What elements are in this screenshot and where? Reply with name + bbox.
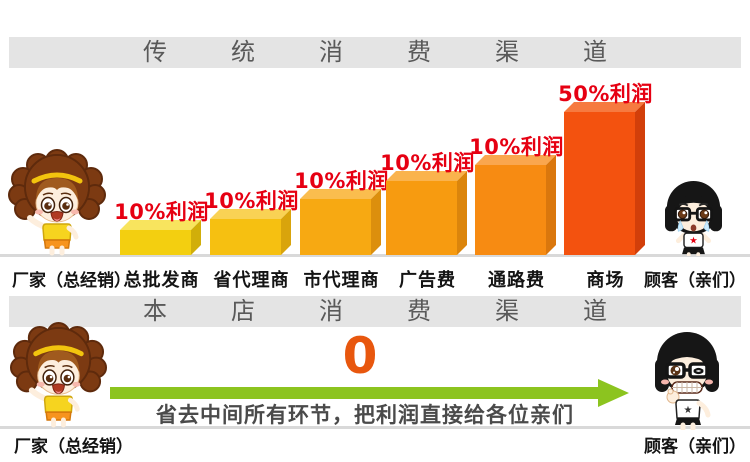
top-ground-line bbox=[0, 254, 750, 257]
svg-text:★: ★ bbox=[684, 405, 693, 416]
bar-front-face bbox=[475, 165, 546, 255]
bar-front-face bbox=[386, 181, 457, 255]
category-label-3: 市代理商 bbox=[303, 270, 380, 291]
bar-top-face bbox=[120, 220, 201, 230]
curly-girl-icon bbox=[8, 149, 106, 256]
traditional-channel-title: 传统消费渠道 bbox=[143, 38, 671, 66]
bar-side-face bbox=[457, 171, 467, 255]
profit-label-6: 50%利润 bbox=[558, 82, 653, 106]
bar-side-face bbox=[371, 189, 381, 255]
profit-label-1: 10%利润 bbox=[114, 200, 209, 224]
factory-label-top: 厂家（总经销） bbox=[12, 271, 131, 291]
traditional-channel-banner: 传统消费渠道 bbox=[9, 37, 741, 68]
profit-label-2: 10%利润 bbox=[204, 189, 299, 213]
bar-top-face bbox=[300, 189, 381, 199]
category-label-2: 省代理商 bbox=[213, 270, 290, 291]
bar-3 bbox=[300, 189, 381, 255]
zero-profit-value: 0 bbox=[342, 327, 378, 385]
bottom-ground-line bbox=[0, 426, 750, 429]
bar-2 bbox=[210, 209, 291, 255]
bar-4 bbox=[386, 171, 467, 255]
category-label-5: 通路费 bbox=[488, 270, 545, 291]
bar-6 bbox=[564, 102, 645, 255]
bar-1 bbox=[120, 220, 201, 255]
factory-label-bottom: 厂家（总经销） bbox=[14, 437, 133, 457]
profit-label-4: 10%利润 bbox=[380, 151, 475, 175]
crying-girl-icon: ★ bbox=[665, 180, 722, 256]
bar-top-face bbox=[564, 102, 645, 112]
bar-side-face bbox=[546, 155, 556, 255]
profit-label-3: 10%利润 bbox=[294, 169, 389, 193]
shop-channel-banner: 本店消费渠道 bbox=[9, 296, 741, 327]
svg-text:★: ★ bbox=[689, 236, 698, 247]
bar-top-face bbox=[475, 155, 556, 165]
curly-girl-icon bbox=[10, 322, 107, 428]
winking-girl-icon: ★ bbox=[655, 332, 719, 430]
bar-side-face bbox=[191, 220, 201, 255]
direct-arrow-icon bbox=[110, 379, 629, 407]
arrow-shape bbox=[110, 379, 629, 407]
bar-top-face bbox=[210, 209, 291, 219]
customer-label-top: 顾客（亲们） bbox=[644, 271, 746, 291]
bar-front-face bbox=[120, 230, 191, 255]
bar-front-face bbox=[564, 112, 635, 255]
bar-side-face bbox=[635, 102, 645, 255]
category-label-1: 总批发商 bbox=[123, 270, 200, 291]
bar-front-face bbox=[300, 199, 371, 255]
bar-side-face bbox=[281, 209, 291, 255]
category-label-6: 商场 bbox=[586, 270, 625, 291]
category-label-4: 广告费 bbox=[399, 270, 456, 291]
bar-top-face bbox=[386, 171, 467, 181]
bar-front-face bbox=[210, 219, 281, 255]
direct-sale-message: 省去中间所有环节，把利润直接给各位亲们 bbox=[156, 403, 574, 427]
bar-5 bbox=[475, 155, 556, 255]
profit-label-5: 10%利润 bbox=[469, 135, 564, 159]
customer-label-bottom: 顾客（亲们） bbox=[644, 437, 746, 457]
shop-channel-title: 本店消费渠道 bbox=[143, 297, 671, 325]
